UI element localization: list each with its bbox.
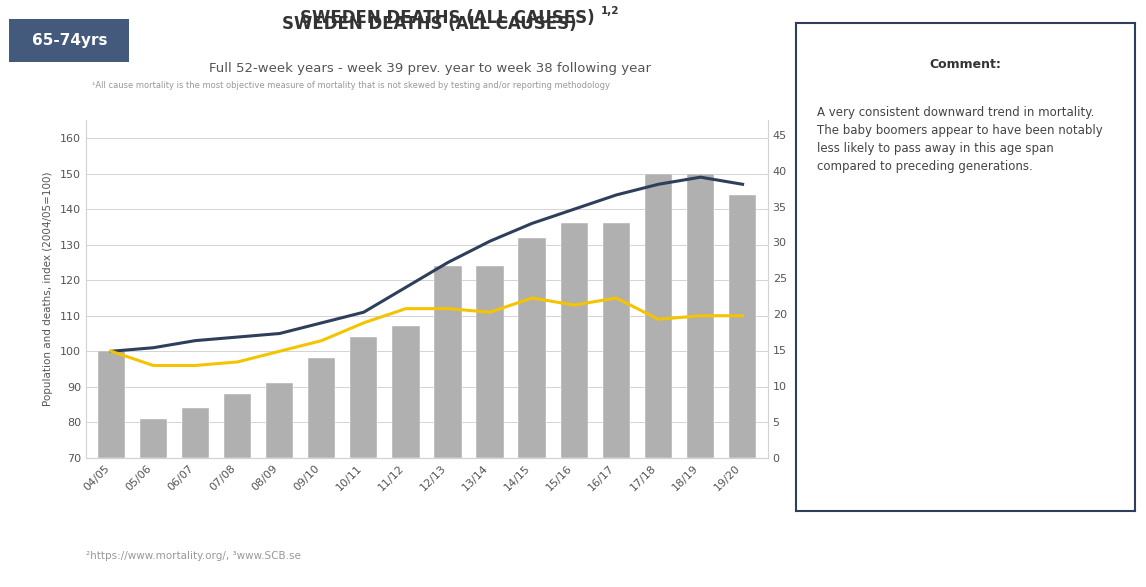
Text: A very consistent downward trend in mortality.
The baby boomers appear to have b: A very consistent downward trend in mort… [817,106,1102,173]
Text: SWEDEN DEATHS (ALL CAUSES)1,2: SWEDEN DEATHS (ALL CAUSES)1,2 [268,15,591,33]
Text: SWEDEN DEATHS (ALL CAUSES): SWEDEN DEATHS (ALL CAUSES) [282,15,578,33]
Text: ²https://www.mortality.org/, ³www.SCB.se: ²https://www.mortality.org/, ³www.SCB.se [86,551,300,561]
Y-axis label: Difference between population and deaths indices: Difference between population and deaths… [794,157,803,421]
Bar [603,224,630,458]
Bar [266,383,293,458]
Bar [308,359,336,458]
Text: 65-74yrs: 65-74yrs [32,33,107,48]
Y-axis label: Population and deaths, index (2004/05=100): Population and deaths, index (2004/05=10… [44,172,53,406]
Bar [434,266,462,458]
Bar [392,326,419,458]
Text: Comment:: Comment: [929,58,1002,70]
Bar [223,394,251,458]
Bar [729,195,756,458]
Bar [350,337,377,458]
Bar [477,266,504,458]
Bar [140,419,167,458]
Text: 1,2: 1,2 [601,6,619,16]
Legend: Difference, Population, Deaths: Difference, Population, Deaths [249,586,605,587]
Bar [686,174,714,458]
Bar [560,224,588,458]
Bar [182,408,209,458]
Text: SWEDEN DEATHS (ALL CAUSES): SWEDEN DEATHS (ALL CAUSES) [299,8,595,26]
Bar [97,351,125,458]
Bar [518,238,545,458]
Text: Full 52-week years - week 39 prev. year to week 38 following year: Full 52-week years - week 39 prev. year … [209,62,651,75]
Text: ¹All cause mortality is the most objective measure of mortality that is not skew: ¹All cause mortality is the most objecti… [92,81,610,90]
Bar [645,174,672,458]
